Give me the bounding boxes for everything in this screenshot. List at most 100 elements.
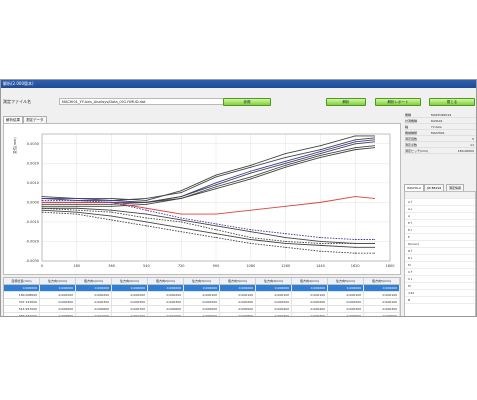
analyze-button[interactable]: 解析 (326, 98, 366, 106)
table-cell[interactable]: 0.000000 (148, 285, 184, 292)
table-cell[interactable]: -0.000200 (220, 299, 256, 306)
close-button[interactable]: 閉じる (429, 98, 475, 106)
table-cell[interactable]: 0.000000 (292, 285, 328, 292)
table-cell[interactable]: -0.000500 (364, 313, 400, 316)
table-cell[interactable]: 0.000000 (220, 285, 256, 292)
data-point (111, 215, 113, 217)
column-header[interactable]: 往方向2(mm) (112, 278, 148, 285)
table-cell[interactable]: -0.000300 (76, 299, 112, 306)
tab-results[interactable]: 解析結果 (3, 116, 23, 124)
table-cell[interactable]: 514.957000 (4, 306, 40, 313)
data-point (319, 145, 321, 147)
report-button[interactable]: 解析レポート (375, 98, 421, 106)
file-path-field[interactable]: MACHI01_YY-Axis_Analisys/Data_001.FIMUD.… (59, 98, 249, 105)
column-header[interactable]: 復方向1(mm) (76, 278, 112, 285)
info-value: MAKTOR2019 (431, 113, 452, 117)
column-header[interactable]: 往方向1(mm) (40, 278, 76, 285)
browse-button[interactable]: 参照 (223, 98, 271, 106)
column-header[interactable]: 目標位置(mm) (4, 278, 40, 285)
table-cell[interactable]: -0.000100 (220, 292, 256, 299)
table-cell[interactable]: -0.000100 (364, 299, 400, 306)
table-cell[interactable]: 0.000000 (76, 285, 112, 292)
x-tick-label: 720 (178, 264, 185, 268)
data-point (285, 237, 287, 239)
table-cell[interactable]: -0.000100 (364, 292, 400, 299)
table-cell[interactable]: -0.000200 (184, 299, 220, 306)
table-cell[interactable]: -0.000500 (40, 306, 76, 313)
table-cell[interactable]: -0.000200 (292, 299, 328, 306)
data-point (250, 231, 252, 233)
table-cell[interactable]: -0.000200 (40, 292, 76, 299)
table-cell[interactable]: -0.000500 (220, 306, 256, 313)
table-cell[interactable]: 0.000000 (184, 285, 220, 292)
column-header[interactable]: 復方向5(mm) (364, 278, 400, 285)
data-point (354, 135, 356, 137)
table-cell[interactable]: -0.000600 (148, 306, 184, 313)
y-axis-label: 変位(mm) (12, 137, 17, 154)
table-cell[interactable]: -0.000400 (40, 299, 76, 306)
data-point (215, 213, 217, 215)
table-cell[interactable]: -0.000300 (112, 299, 148, 306)
table-cell[interactable]: -0.000500 (184, 306, 220, 313)
table-cell[interactable]: 0.000000 (112, 285, 148, 292)
table-cell[interactable]: -0.001000 (76, 313, 112, 316)
table-cell[interactable]: -0.000100 (184, 292, 220, 299)
data-point (111, 205, 113, 207)
data-point (145, 225, 147, 227)
column-header[interactable]: 復方向4(mm) (292, 278, 328, 285)
table-cell[interactable]: -0.000900 (184, 313, 220, 316)
data-point (145, 201, 147, 203)
table-cell[interactable]: 0.000000 (328, 285, 364, 292)
table-cell[interactable]: 180.008000 (4, 292, 40, 299)
table-cell[interactable]: -0.000700 (292, 313, 328, 316)
table-cell[interactable]: 687.464000 (4, 313, 40, 316)
table-cell[interactable]: -0.000100 (328, 292, 364, 299)
data-grid: 目標位置(mm) 往方向1(mm) 復方向1(mm) 往方向2(mm) 復方向2(mm)… (3, 277, 401, 316)
table-cell[interactable]: -0.000800 (40, 313, 76, 316)
table-cell[interactable]: -0.000300 (364, 306, 400, 313)
table-cell[interactable]: -0.000800 (220, 313, 256, 316)
data-point (41, 197, 43, 199)
table-cell[interactable]: -0.000300 (148, 299, 184, 306)
data-point (180, 196, 182, 198)
table-cell[interactable]: -0.000200 (112, 292, 148, 299)
column-header[interactable]: 往方向3(mm) (184, 278, 220, 285)
table-cell[interactable]: 0.000000 (364, 285, 400, 292)
data-point (180, 217, 182, 219)
info-row: 測定点数 11 (404, 142, 476, 148)
data-point (285, 166, 287, 168)
table-cell[interactable]: -0.001100 (112, 313, 148, 316)
table-cell[interactable]: 0.000000 (4, 285, 40, 292)
table-cell[interactable]: 0.000000 (40, 285, 76, 292)
info-value: 11 (470, 143, 474, 147)
table-cell[interactable]: -0.000600 (328, 313, 364, 316)
table-cell[interactable]: -0.000200 (256, 299, 292, 306)
data-point (319, 237, 321, 239)
tab-measured-data[interactable]: 測定データ (23, 116, 47, 124)
table-cell[interactable]: -0.000600 (76, 306, 112, 313)
column-header[interactable]: 往方向4(mm) (256, 278, 292, 285)
data-point (250, 164, 252, 166)
table-cell[interactable]: -0.000400 (256, 306, 292, 313)
table-cell[interactable]: -0.001000 (148, 313, 184, 316)
column-header[interactable]: 往方向5(mm) (328, 278, 364, 285)
data-point (111, 209, 113, 211)
table-cell[interactable]: -0.000100 (256, 292, 292, 299)
table-cell[interactable]: -0.000200 (148, 292, 184, 299)
table-cell[interactable]: 0.000000 (256, 285, 292, 292)
table-cell[interactable]: -0.000300 (328, 306, 364, 313)
column-header[interactable]: 復方向2(mm) (148, 278, 184, 285)
column-header[interactable]: 復方向3(mm) (220, 278, 256, 285)
data-point (354, 246, 356, 248)
table-cell[interactable]: -0.000700 (112, 306, 148, 313)
info-row: 機械種類 MACHI01 (404, 130, 476, 136)
info-key: 測定ピッチ(mm) (405, 149, 429, 153)
table-cell[interactable]: -0.000400 (292, 306, 328, 313)
data-point (319, 240, 321, 242)
table-cell[interactable]: -0.000200 (328, 299, 364, 306)
table-cell[interactable]: 347.123000 (4, 299, 40, 306)
table-cell[interactable]: -0.000200 (76, 292, 112, 299)
table-cell[interactable]: -0.000100 (292, 292, 328, 299)
table-cell[interactable]: -0.000700 (256, 313, 292, 316)
data-point (180, 190, 182, 192)
